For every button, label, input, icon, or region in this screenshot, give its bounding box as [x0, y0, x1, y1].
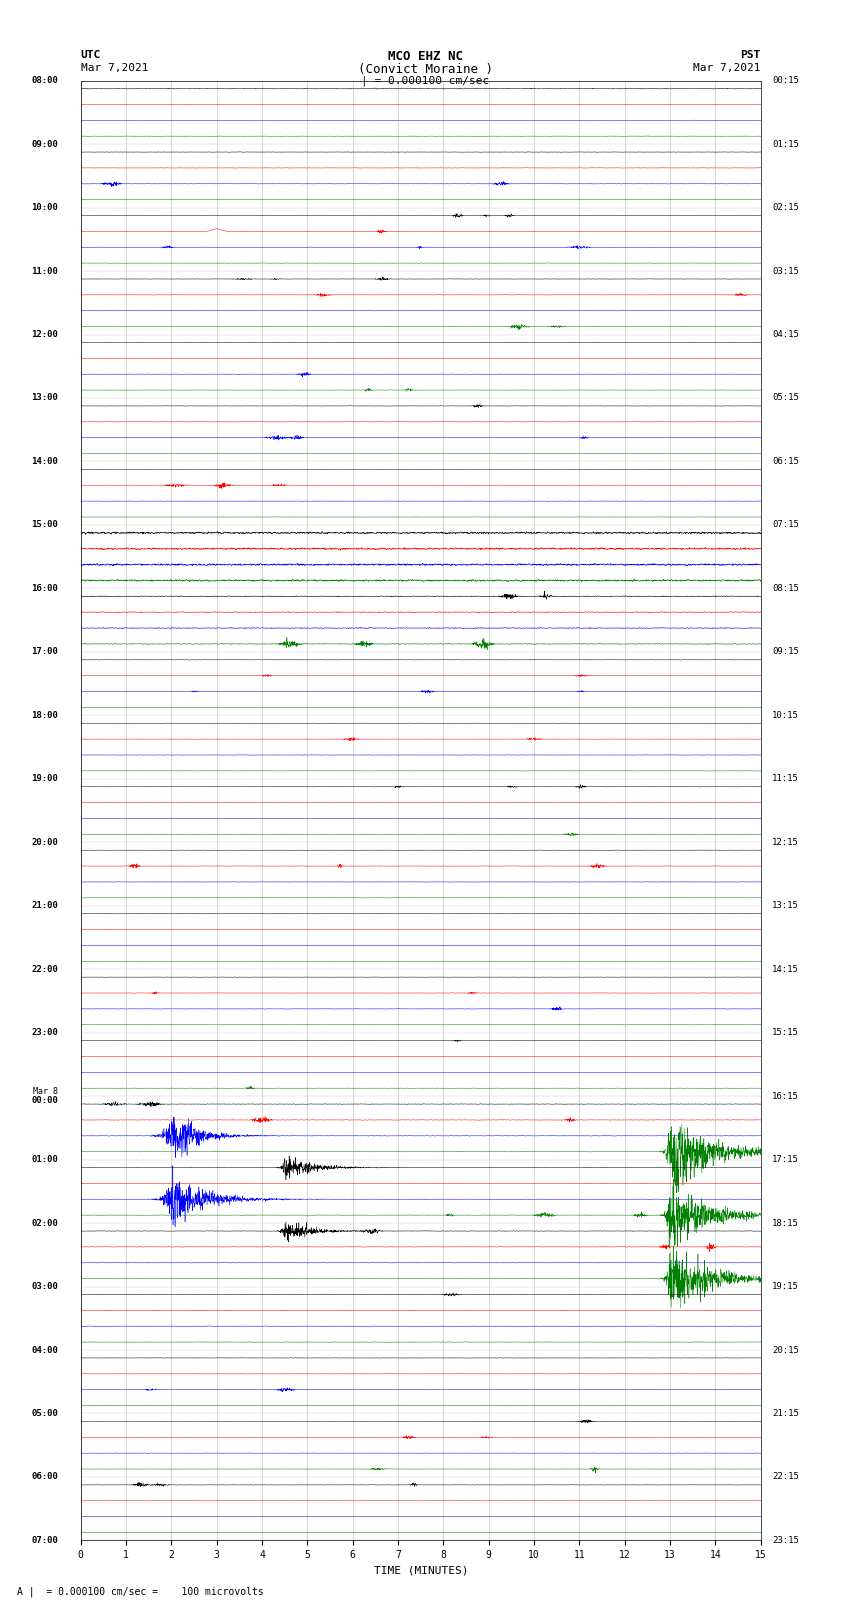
Text: 13:15: 13:15 [772, 902, 799, 910]
Text: 04:00: 04:00 [31, 1345, 58, 1355]
Text: UTC: UTC [81, 50, 101, 60]
Text: 08:00: 08:00 [31, 76, 58, 85]
Text: 10:00: 10:00 [31, 203, 58, 211]
Text: 15:15: 15:15 [772, 1027, 799, 1037]
Text: 06:15: 06:15 [772, 456, 799, 466]
Text: Mar 8: Mar 8 [33, 1087, 58, 1095]
Text: 19:15: 19:15 [772, 1282, 799, 1290]
X-axis label: TIME (MINUTES): TIME (MINUTES) [373, 1566, 468, 1576]
Text: 07:00: 07:00 [31, 1536, 58, 1545]
Text: 23:00: 23:00 [31, 1027, 58, 1037]
Text: 16:00: 16:00 [31, 584, 58, 594]
Text: 21:15: 21:15 [772, 1410, 799, 1418]
Text: 06:00: 06:00 [31, 1473, 58, 1481]
Text: 11:00: 11:00 [31, 266, 58, 276]
Text: 07:15: 07:15 [772, 521, 799, 529]
Text: 15:00: 15:00 [31, 521, 58, 529]
Text: 10:15: 10:15 [772, 711, 799, 719]
Text: 05:00: 05:00 [31, 1410, 58, 1418]
Text: 14:15: 14:15 [772, 965, 799, 974]
Text: 11:15: 11:15 [772, 774, 799, 784]
Text: 00:15: 00:15 [772, 76, 799, 85]
Text: 20:00: 20:00 [31, 837, 58, 847]
Text: 03:00: 03:00 [31, 1282, 58, 1290]
Text: 12:00: 12:00 [31, 331, 58, 339]
Text: 04:15: 04:15 [772, 331, 799, 339]
Text: (Convict Moraine ): (Convict Moraine ) [358, 63, 492, 76]
Text: 23:15: 23:15 [772, 1536, 799, 1545]
Text: 09:15: 09:15 [772, 647, 799, 656]
Text: MCO EHZ NC: MCO EHZ NC [388, 50, 462, 63]
Text: 02:00: 02:00 [31, 1218, 58, 1227]
Text: 20:15: 20:15 [772, 1345, 799, 1355]
Text: 01:15: 01:15 [772, 140, 799, 148]
Text: 08:15: 08:15 [772, 584, 799, 594]
Text: 18:15: 18:15 [772, 1218, 799, 1227]
Text: PST: PST [740, 50, 761, 60]
Text: 01:00: 01:00 [31, 1155, 58, 1165]
Text: 14:00: 14:00 [31, 456, 58, 466]
Text: 18:00: 18:00 [31, 711, 58, 719]
Text: 22:15: 22:15 [772, 1473, 799, 1481]
Text: 00:00: 00:00 [31, 1097, 58, 1105]
Text: 17:00: 17:00 [31, 647, 58, 656]
Text: Mar 7,2021: Mar 7,2021 [81, 63, 148, 73]
Text: 21:00: 21:00 [31, 902, 58, 910]
Text: 19:00: 19:00 [31, 774, 58, 784]
Text: Mar 7,2021: Mar 7,2021 [694, 63, 761, 73]
Text: | = 0.000100 cm/sec: | = 0.000100 cm/sec [361, 76, 489, 87]
Text: 09:00: 09:00 [31, 140, 58, 148]
Text: 22:00: 22:00 [31, 965, 58, 974]
Text: 16:15: 16:15 [772, 1092, 799, 1100]
Text: 03:15: 03:15 [772, 266, 799, 276]
Text: 05:15: 05:15 [772, 394, 799, 403]
Text: 17:15: 17:15 [772, 1155, 799, 1165]
Text: 13:00: 13:00 [31, 394, 58, 403]
Text: 12:15: 12:15 [772, 837, 799, 847]
Text: 02:15: 02:15 [772, 203, 799, 211]
Text: A |  = 0.000100 cm/sec =    100 microvolts: A | = 0.000100 cm/sec = 100 microvolts [17, 1586, 264, 1597]
